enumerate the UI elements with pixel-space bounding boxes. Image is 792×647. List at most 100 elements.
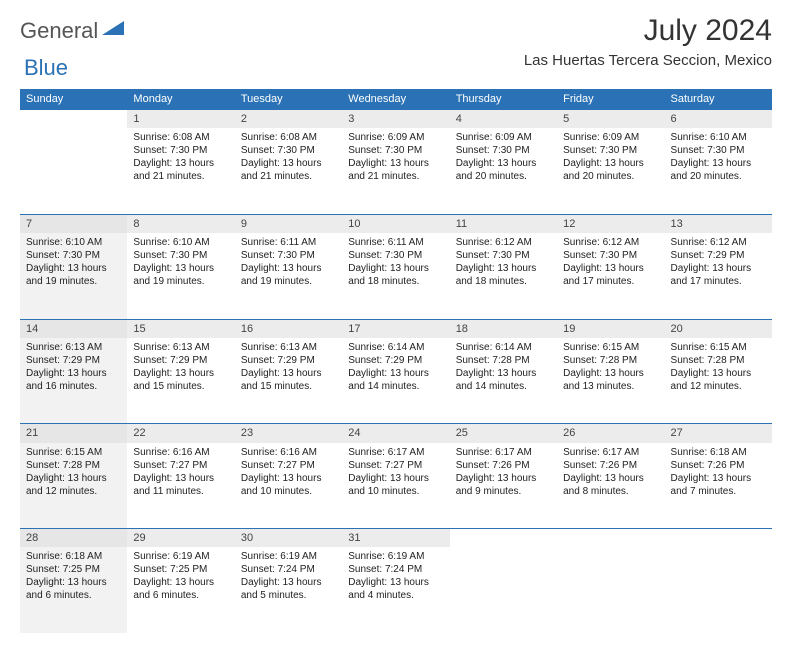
sunrise-text: Sunrise: 6:16 AM	[133, 446, 228, 459]
sunset-text: Sunset: 7:30 PM	[348, 249, 443, 262]
day-cell	[450, 547, 557, 633]
day-cell: Sunrise: 6:17 AMSunset: 7:27 PMDaylight:…	[342, 443, 449, 529]
day-cell: Sunrise: 6:08 AMSunset: 7:30 PMDaylight:…	[235, 128, 342, 214]
day-number: 16	[235, 319, 342, 338]
dayhead-sat: Saturday	[665, 89, 772, 110]
daylight-text: Daylight: 13 hours and 12 minutes.	[26, 472, 121, 498]
calendar-page: General July 2024 Las Huertas Tercera Se…	[0, 0, 792, 647]
day-cell: Sunrise: 6:09 AMSunset: 7:30 PMDaylight:…	[450, 128, 557, 214]
day-cell	[20, 128, 127, 214]
sunset-text: Sunset: 7:30 PM	[456, 144, 551, 157]
day-cell: Sunrise: 6:19 AMSunset: 7:24 PMDaylight:…	[235, 547, 342, 633]
sunset-text: Sunset: 7:29 PM	[26, 354, 121, 367]
sunset-text: Sunset: 7:25 PM	[133, 563, 228, 576]
sunrise-text: Sunrise: 6:08 AM	[133, 131, 228, 144]
day-number: 12	[557, 214, 664, 233]
sunset-text: Sunset: 7:28 PM	[26, 459, 121, 472]
day-cell: Sunrise: 6:14 AMSunset: 7:28 PMDaylight:…	[450, 338, 557, 424]
sunrise-text: Sunrise: 6:13 AM	[26, 341, 121, 354]
daynum-row: 21222324252627	[20, 424, 772, 443]
sunrise-text: Sunrise: 6:19 AM	[348, 550, 443, 563]
day-cell: Sunrise: 6:18 AMSunset: 7:25 PMDaylight:…	[20, 547, 127, 633]
week-row: Sunrise: 6:15 AMSunset: 7:28 PMDaylight:…	[20, 443, 772, 529]
day-number: 27	[665, 424, 772, 443]
day-number: 4	[450, 110, 557, 129]
week-row: Sunrise: 6:13 AMSunset: 7:29 PMDaylight:…	[20, 338, 772, 424]
day-cell: Sunrise: 6:16 AMSunset: 7:27 PMDaylight:…	[127, 443, 234, 529]
sunset-text: Sunset: 7:28 PM	[456, 354, 551, 367]
sunrise-text: Sunrise: 6:14 AM	[456, 341, 551, 354]
day-cell: Sunrise: 6:17 AMSunset: 7:26 PMDaylight:…	[450, 443, 557, 529]
day-cell: Sunrise: 6:12 AMSunset: 7:29 PMDaylight:…	[665, 233, 772, 319]
logo-word-1: General	[20, 18, 98, 44]
day-number: 7	[20, 214, 127, 233]
sunset-text: Sunset: 7:26 PM	[671, 459, 766, 472]
sunrise-text: Sunrise: 6:08 AM	[241, 131, 336, 144]
sunset-text: Sunset: 7:28 PM	[563, 354, 658, 367]
sunrise-text: Sunrise: 6:13 AM	[241, 341, 336, 354]
day-number: 3	[342, 110, 449, 129]
day-number: 14	[20, 319, 127, 338]
day-cell	[665, 547, 772, 633]
daylight-text: Daylight: 13 hours and 13 minutes.	[563, 367, 658, 393]
day-number: 8	[127, 214, 234, 233]
day-cell: Sunrise: 6:15 AMSunset: 7:28 PMDaylight:…	[665, 338, 772, 424]
sunset-text: Sunset: 7:30 PM	[241, 249, 336, 262]
day-number: 19	[557, 319, 664, 338]
day-cell: Sunrise: 6:09 AMSunset: 7:30 PMDaylight:…	[342, 128, 449, 214]
sunrise-text: Sunrise: 6:18 AM	[26, 550, 121, 563]
sunrise-text: Sunrise: 6:12 AM	[671, 236, 766, 249]
daylight-text: Daylight: 13 hours and 7 minutes.	[671, 472, 766, 498]
daylight-text: Daylight: 13 hours and 10 minutes.	[241, 472, 336, 498]
logo-triangle-icon	[102, 19, 124, 35]
sunset-text: Sunset: 7:25 PM	[26, 563, 121, 576]
daylight-text: Daylight: 13 hours and 15 minutes.	[241, 367, 336, 393]
logo: General	[20, 18, 124, 44]
sunrise-text: Sunrise: 6:10 AM	[671, 131, 766, 144]
daylight-text: Daylight: 13 hours and 16 minutes.	[26, 367, 121, 393]
day-number: 21	[20, 424, 127, 443]
sunset-text: Sunset: 7:30 PM	[563, 249, 658, 262]
day-cell: Sunrise: 6:19 AMSunset: 7:25 PMDaylight:…	[127, 547, 234, 633]
daylight-text: Daylight: 13 hours and 17 minutes.	[563, 262, 658, 288]
sunset-text: Sunset: 7:30 PM	[456, 249, 551, 262]
daynum-row: 123456	[20, 110, 772, 129]
day-number	[665, 529, 772, 548]
daynum-row: 14151617181920	[20, 319, 772, 338]
daylight-text: Daylight: 13 hours and 20 minutes.	[563, 157, 658, 183]
daylight-text: Daylight: 13 hours and 5 minutes.	[241, 576, 336, 602]
daylight-text: Daylight: 13 hours and 14 minutes.	[348, 367, 443, 393]
sunset-text: Sunset: 7:30 PM	[241, 144, 336, 157]
daylight-text: Daylight: 13 hours and 19 minutes.	[241, 262, 336, 288]
daylight-text: Daylight: 13 hours and 18 minutes.	[348, 262, 443, 288]
sunset-text: Sunset: 7:29 PM	[133, 354, 228, 367]
sunrise-text: Sunrise: 6:17 AM	[563, 446, 658, 459]
day-cell: Sunrise: 6:12 AMSunset: 7:30 PMDaylight:…	[450, 233, 557, 319]
sunset-text: Sunset: 7:30 PM	[348, 144, 443, 157]
day-number: 18	[450, 319, 557, 338]
day-number: 9	[235, 214, 342, 233]
day-cell: Sunrise: 6:10 AMSunset: 7:30 PMDaylight:…	[127, 233, 234, 319]
sunrise-text: Sunrise: 6:10 AM	[26, 236, 121, 249]
logo-word-2: Blue	[24, 55, 68, 80]
sunrise-text: Sunrise: 6:09 AM	[348, 131, 443, 144]
sunrise-text: Sunrise: 6:17 AM	[456, 446, 551, 459]
day-cell: Sunrise: 6:17 AMSunset: 7:26 PMDaylight:…	[557, 443, 664, 529]
sunset-text: Sunset: 7:29 PM	[241, 354, 336, 367]
daylight-text: Daylight: 13 hours and 20 minutes.	[456, 157, 551, 183]
dayhead-mon: Monday	[127, 89, 234, 110]
daylight-text: Daylight: 13 hours and 10 minutes.	[348, 472, 443, 498]
sunrise-text: Sunrise: 6:15 AM	[26, 446, 121, 459]
day-number: 30	[235, 529, 342, 548]
daylight-text: Daylight: 13 hours and 17 minutes.	[671, 262, 766, 288]
week-row: Sunrise: 6:08 AMSunset: 7:30 PMDaylight:…	[20, 128, 772, 214]
sunset-text: Sunset: 7:30 PM	[26, 249, 121, 262]
day-number	[450, 529, 557, 548]
day-cell: Sunrise: 6:08 AMSunset: 7:30 PMDaylight:…	[127, 128, 234, 214]
day-header-row: Sunday Monday Tuesday Wednesday Thursday…	[20, 89, 772, 110]
sunset-text: Sunset: 7:29 PM	[348, 354, 443, 367]
day-cell: Sunrise: 6:11 AMSunset: 7:30 PMDaylight:…	[235, 233, 342, 319]
day-cell: Sunrise: 6:15 AMSunset: 7:28 PMDaylight:…	[20, 443, 127, 529]
sunset-text: Sunset: 7:27 PM	[241, 459, 336, 472]
sunset-text: Sunset: 7:28 PM	[671, 354, 766, 367]
